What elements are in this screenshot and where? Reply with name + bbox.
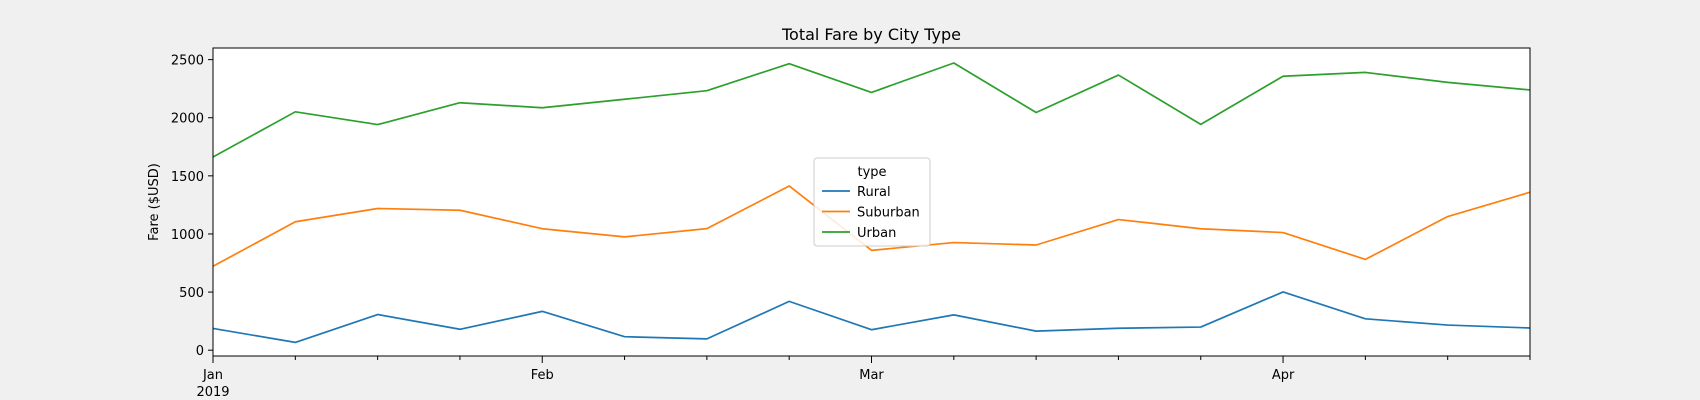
- series-line-urban: [212, 62, 1531, 158]
- legend-title: type: [857, 165, 886, 180]
- y-tick-label: 1000: [171, 228, 204, 243]
- plot-frame: [212, 47, 1531, 357]
- legend-label-suburban: Suburban: [857, 206, 920, 221]
- series-lines: [212, 62, 1531, 344]
- x-tick-label: Feb: [531, 368, 554, 383]
- y-tick-label: 2500: [171, 54, 204, 69]
- legend-label-rural: Rural: [857, 185, 891, 200]
- y-tick-label: 0: [196, 344, 204, 359]
- chart-title: Total Fare by City Type: [781, 25, 961, 44]
- x-tick-label: Apr: [1272, 368, 1295, 383]
- x-tick-label: Jan: [202, 368, 223, 383]
- legend: type Rural Suburban Urban: [813, 157, 931, 247]
- x-axis: Jan 2019 Feb Mar Apr: [196, 356, 1531, 400]
- legend-box: [813, 157, 931, 247]
- y-axis-title: Fare ($USD): [147, 163, 162, 241]
- y-tick-label: 2000: [171, 112, 204, 127]
- series-line-suburban: [212, 185, 1531, 268]
- y-tick-label: 1500: [171, 170, 204, 185]
- x-tick-sublabel: 2019: [196, 385, 229, 400]
- y-axis: 0 500 1000 1500 2000 2500: [171, 54, 213, 359]
- legend-label-urban: Urban: [857, 226, 896, 241]
- series-line-rural: [212, 291, 1531, 344]
- y-tick-label: 500: [179, 286, 204, 301]
- x-tick-label: Mar: [859, 368, 884, 383]
